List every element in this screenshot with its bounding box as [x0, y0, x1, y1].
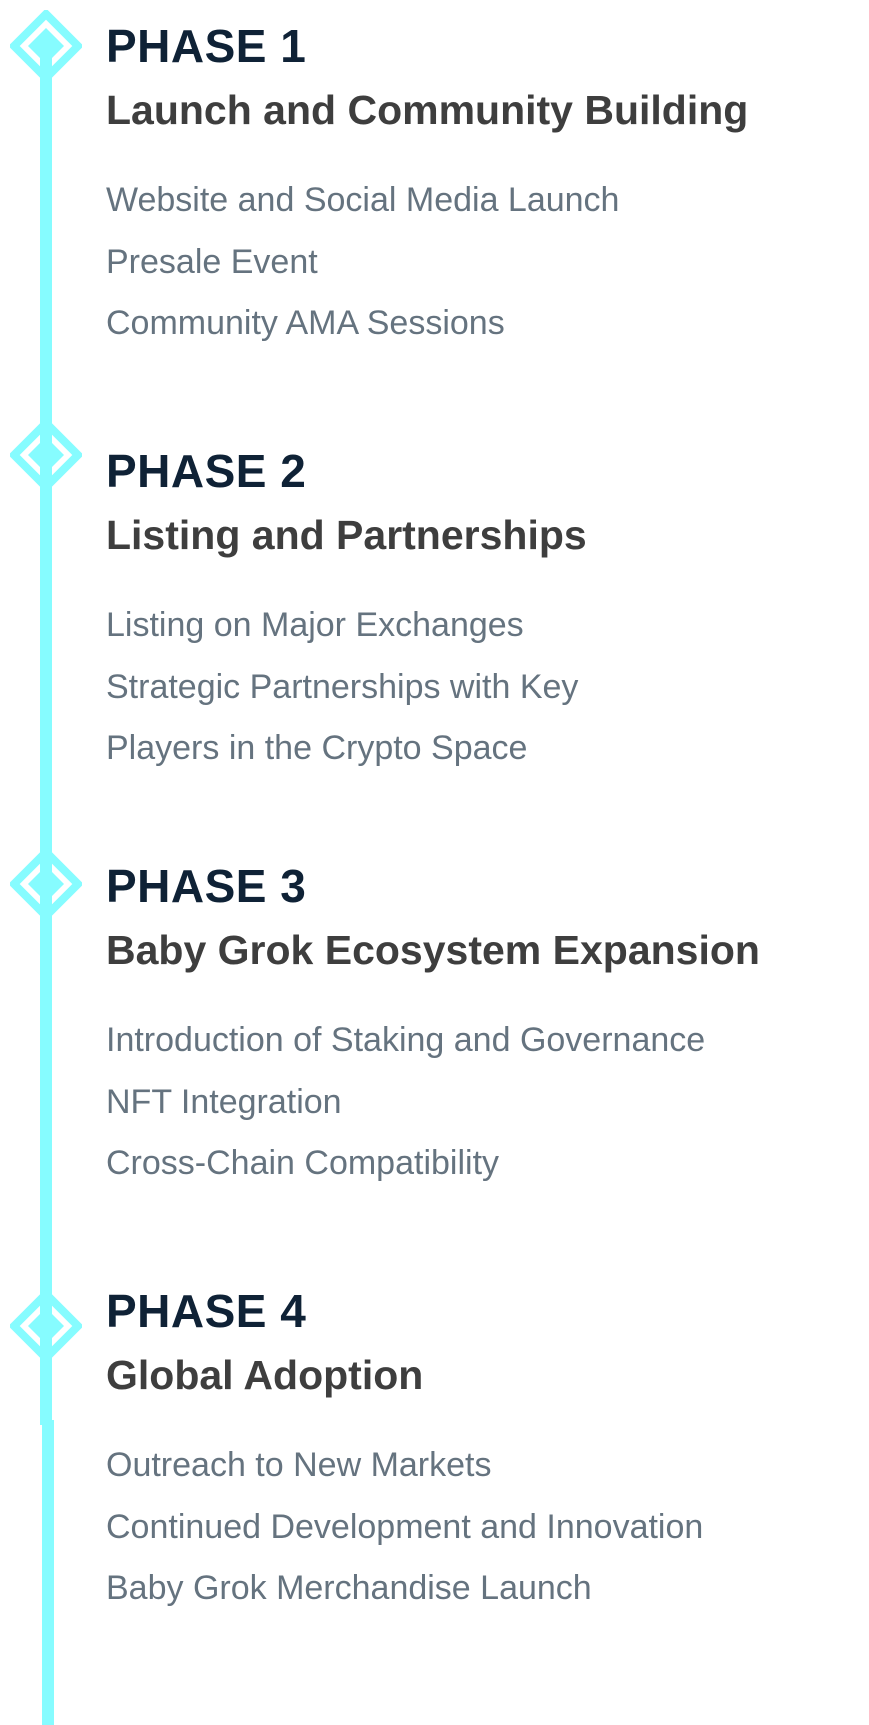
- phase-item-list: Introduction of Staking and Governance N…: [106, 1010, 846, 1195]
- phase-item: Cross-Chain Compatibility: [106, 1144, 500, 1182]
- phase-subtitle: Baby Grok Ecosystem Expansion: [106, 927, 760, 973]
- phase-title: PHASE 2: [106, 445, 307, 497]
- phase-item-list: Website and Social Media Launch Presale …: [106, 170, 846, 355]
- phase-1-section: PHASE 1 Launch and Community Building We…: [106, 18, 846, 355]
- phase-item: NFT Integration: [106, 1082, 342, 1121]
- phase-item: Continued Development and Innovation: [106, 1507, 704, 1546]
- phase-item: Baby Grok Merchandise Launch: [106, 1569, 592, 1607]
- phase-subtitle: Launch and Community Building: [106, 87, 749, 133]
- timeline-line: [40, 40, 52, 1425]
- phase-item: Introduction of Staking and Governance: [106, 1021, 706, 1059]
- diamond-marker-icon: [10, 419, 82, 491]
- phase-item: Listing on Major Exchanges: [106, 606, 524, 644]
- phase-item-list: Listing on Major Exchanges Strategic Par…: [106, 595, 846, 780]
- phase-4-section: PHASE 4 Global Adoption Outreach to New …: [106, 1283, 846, 1620]
- diamond-marker-icon: [10, 848, 82, 920]
- phase-item: Presale Event: [106, 242, 318, 281]
- diamond-marker-icon: [10, 10, 82, 82]
- phase-item: Players in the Crypto Space: [106, 729, 528, 767]
- timeline-line-tail: [42, 1420, 54, 1725]
- phase-3-section: PHASE 3 Baby Grok Ecosystem Expansion In…: [106, 858, 846, 1195]
- phase-title: PHASE 1: [106, 20, 307, 72]
- phase-2-section: PHASE 2 Listing and Partnerships Listing…: [106, 443, 846, 780]
- diamond-marker-icon: [10, 1290, 82, 1362]
- phase-item: Outreach to New Markets: [106, 1446, 492, 1484]
- phase-subtitle: Listing and Partnerships: [106, 512, 587, 558]
- phase-title: PHASE 3: [106, 860, 307, 912]
- phase-item: Website and Social Media Launch: [106, 181, 620, 219]
- phase-subtitle: Global Adoption: [106, 1352, 424, 1398]
- phase-item-list: Outreach to New Markets Continued Develo…: [106, 1435, 846, 1620]
- phase-item: Strategic Partnerships with Key: [106, 667, 579, 706]
- phase-title: PHASE 4: [106, 1285, 307, 1337]
- phase-item: Community AMA Sessions: [106, 304, 505, 342]
